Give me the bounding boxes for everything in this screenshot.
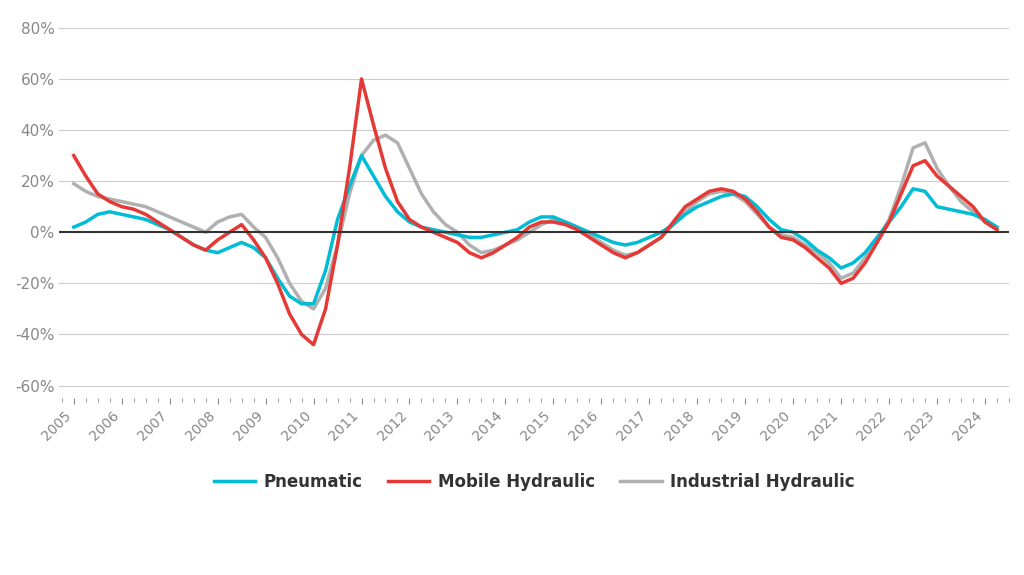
Pneumatic [223,244,236,251]
Pneumatic [68,224,80,231]
Pneumatic [559,218,571,225]
Pneumatic [991,224,1004,231]
Legend: Pneumatic, Mobile Hydraulic, Industrial Hydraulic: Pneumatic, Mobile Hydraulic, Industrial … [207,466,861,497]
Industrial Hydraulic [751,211,763,218]
Industrial Hydraulic [223,213,236,220]
Pneumatic [391,208,403,215]
Line: Mobile Hydraulic: Mobile Hydraulic [74,79,997,344]
Mobile Hydraulic [751,208,763,215]
Pneumatic [128,213,140,220]
Line: Industrial Hydraulic: Industrial Hydraulic [74,135,997,309]
Mobile Hydraulic [487,249,500,256]
Line: Pneumatic: Pneumatic [74,156,997,304]
Mobile Hydraulic [355,75,368,82]
Mobile Hydraulic [128,206,140,213]
Mobile Hydraulic [991,226,1004,233]
Mobile Hydraulic [559,221,571,228]
Industrial Hydraulic [68,180,80,187]
Industrial Hydraulic [559,218,571,225]
Pneumatic [355,152,368,159]
Industrial Hydraulic [487,247,500,254]
Industrial Hydraulic [391,139,403,146]
Industrial Hydraulic [379,132,391,139]
Pneumatic [751,203,763,210]
Industrial Hydraulic [307,305,319,312]
Pneumatic [295,300,307,307]
Mobile Hydraulic [223,229,236,236]
Pneumatic [487,231,500,238]
Industrial Hydraulic [128,201,140,208]
Industrial Hydraulic [991,226,1004,233]
Mobile Hydraulic [307,341,319,348]
Mobile Hydraulic [391,198,403,205]
Mobile Hydraulic [68,152,80,159]
